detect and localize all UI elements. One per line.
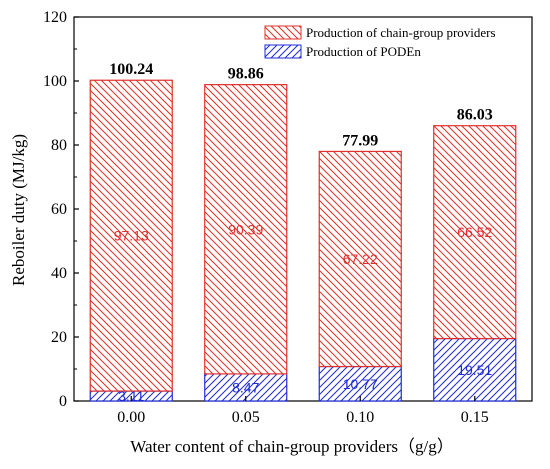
- y-axis-title: Reboiler duty (MJ/kg): [9, 134, 28, 286]
- legend-label-chain-group-providers: Production of chain-group providers: [306, 25, 496, 40]
- legend-label-poden: Production of PODEn: [306, 44, 421, 59]
- bar-total-label: 100.24: [109, 61, 153, 78]
- bar-segment-chain-group-providers: [89, 79, 173, 392]
- bar-total-label: 86.03: [457, 107, 493, 124]
- bars-group: 97.133.11100.2490.398.4798.8667.2210.777…: [89, 61, 517, 404]
- legend: Production of chain-group providers Prod…: [264, 25, 496, 59]
- x-tick-label: 0.05: [232, 409, 260, 426]
- y-tick-label: 80: [51, 137, 67, 154]
- y-tick-label: 0: [59, 393, 67, 410]
- segment-value-label-poden: 8.47: [232, 379, 259, 395]
- x-axis-ticks: 0.00 0.05 0.10 0.15: [117, 396, 489, 426]
- x-tick-label: 0.15: [461, 409, 489, 426]
- legend-swatch-chain-group-providers: [264, 25, 302, 40]
- bar-segment-chain-group-providers: [433, 125, 517, 340]
- x-axis-title: Water content of chain-group providers（g…: [130, 437, 453, 456]
- segment-value-label-poden: 10.77: [343, 376, 378, 392]
- y-tick-label: 100: [43, 73, 67, 90]
- y-tick-label: 20: [51, 329, 67, 346]
- y-tick-label: 60: [51, 201, 67, 218]
- segment-value-label-chain-group-providers: 90.39: [228, 221, 263, 237]
- y-tick-label: 40: [51, 265, 67, 282]
- segment-value-label-poden: 19.51: [457, 362, 492, 378]
- x-tick-label: 0.00: [117, 409, 145, 426]
- segment-value-label-chain-group-providers: 66.52: [457, 224, 492, 240]
- bar-total-label: 77.99: [342, 132, 378, 149]
- x-tick-label: 0.10: [346, 409, 374, 426]
- bar-total-label: 98.86: [228, 66, 264, 83]
- legend-swatch-poden: [264, 44, 302, 59]
- bar-segment-chain-group-providers: [318, 150, 402, 368]
- segment-value-label-chain-group-providers: 67.22: [343, 251, 378, 267]
- y-axis-ticks: 0 20 40 60 80 100 120: [43, 9, 79, 410]
- bar-segment-chain-group-providers: [204, 84, 288, 375]
- segment-value-label-chain-group-providers: 97.13: [114, 228, 149, 244]
- y-tick-label: 120: [43, 9, 67, 26]
